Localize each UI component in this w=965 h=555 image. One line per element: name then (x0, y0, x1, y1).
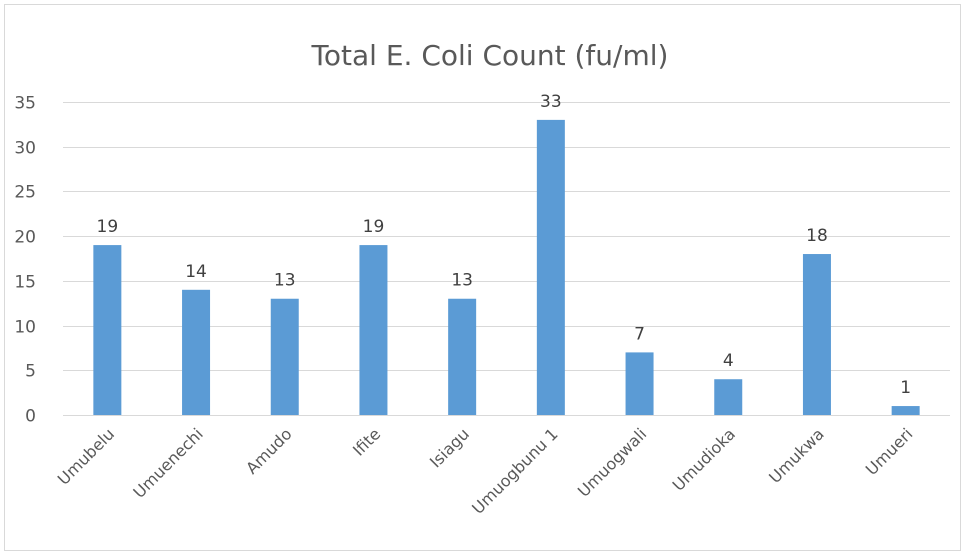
y-tick-label: 15 (14, 273, 36, 293)
y-tick-label: 25 (14, 183, 36, 203)
data-label: 4 (723, 351, 734, 371)
data-label: 1 (900, 378, 911, 398)
data-label: 19 (363, 217, 385, 237)
x-category-label: Umuenechi (129, 424, 207, 502)
data-label: 13 (451, 271, 473, 291)
bar-umukwa (802, 254, 831, 415)
x-category-label: Amudo (242, 424, 295, 477)
y-axis-ticks: 0 5 10 15 20 25 30 35 (14, 94, 36, 427)
y-tick-label: 20 (14, 228, 36, 248)
bar-umudioka (714, 379, 743, 415)
bar-umuogwali (625, 352, 654, 415)
data-label: 7 (634, 324, 645, 344)
bar-umubelu (93, 245, 122, 415)
y-tick-label: 30 (14, 139, 36, 159)
data-label: 14 (185, 262, 207, 282)
bar-isiagu (448, 298, 477, 415)
chart-frame: Total E. Coli Count (fu/ml) 0 5 10 15 20 25 30… (4, 4, 961, 551)
x-category-label: Umuogbunu 1 (468, 424, 562, 518)
x-category-label: Umuogwali (574, 424, 650, 500)
data-labels: 19 14 13 19 13 33 7 4 18 1 (97, 92, 912, 398)
x-category-label: Isiagu (426, 424, 473, 471)
bar-umuenechi (182, 289, 211, 415)
bar-umueri (891, 406, 920, 415)
x-category-label: Ifite (349, 424, 384, 459)
bar-chart: Total E. Coli Count (fu/ml) 0 5 10 15 20 25 30… (14, 39, 950, 518)
y-tick-label: 35 (14, 94, 36, 114)
chart-title: Total E. Coli Count (fu/ml) (311, 39, 669, 72)
bar-umuogbunu-1 (536, 119, 565, 415)
x-category-label: Umukwa (765, 424, 828, 487)
x-category-label: Umueri (862, 424, 917, 479)
data-label: 19 (97, 217, 119, 237)
y-tick-label: 10 (14, 318, 36, 338)
bar-ifite (359, 245, 388, 415)
bars (93, 119, 920, 415)
data-label: 33 (540, 92, 562, 112)
gridlines (63, 102, 950, 416)
data-label: 13 (274, 271, 296, 291)
x-category-label: Umudioka (669, 424, 739, 494)
y-tick-label: 0 (25, 407, 36, 427)
y-tick-label: 5 (25, 362, 36, 382)
data-label: 18 (806, 226, 828, 246)
x-category-label: Umubelu (54, 424, 118, 488)
bar-amudo (270, 298, 299, 415)
x-axis-categories: Umubelu Umuenechi Amudo Ifite IsiaguUmuogbun… (54, 424, 917, 518)
